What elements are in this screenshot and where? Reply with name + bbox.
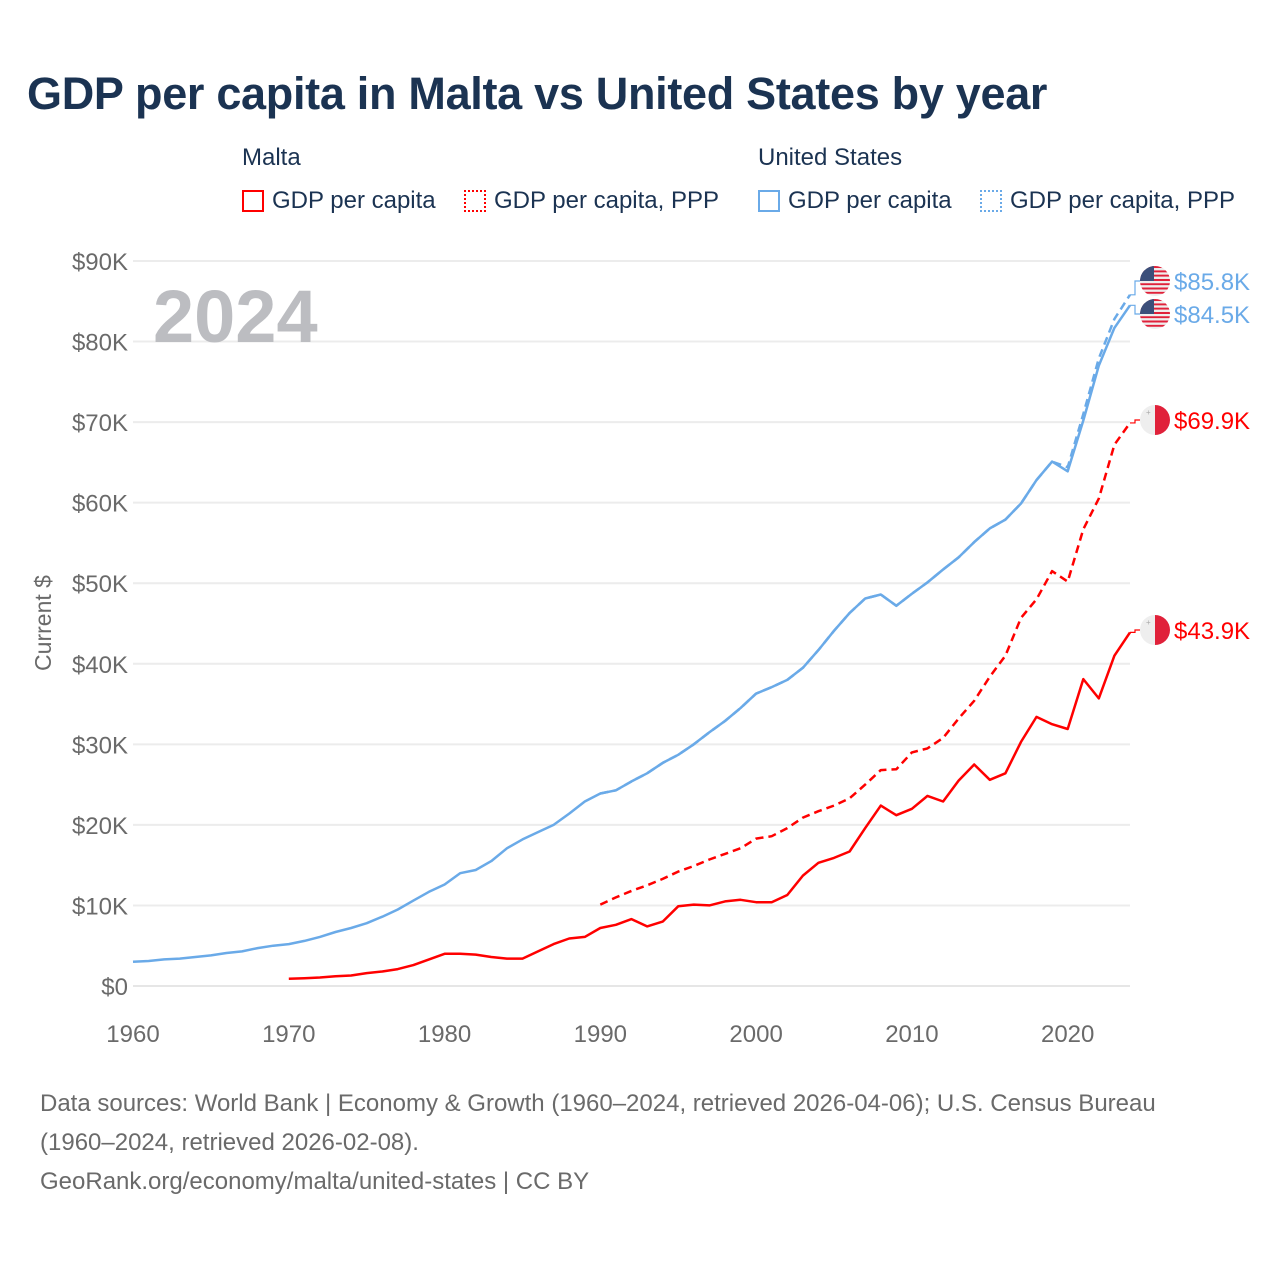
chart-title: GDP per capita in Malta vs United States… (27, 68, 1048, 119)
y-tick-label: $70K (72, 410, 128, 437)
leader-line (1130, 304, 1140, 315)
y-tick-label: $90K (72, 249, 128, 276)
legend-item-us-ppp[interactable]: GDP per capita, PPP (980, 187, 1235, 215)
flag-body (1140, 299, 1170, 329)
flag-stripe (1140, 278, 1170, 281)
x-tick-label: 1970 (262, 1021, 315, 1048)
flag-white (1140, 615, 1155, 645)
end-value-label: $84.5K (1174, 302, 1250, 329)
x-tick-label: 1990 (574, 1021, 627, 1048)
legend-label: GDP per capita (272, 187, 436, 214)
legend-group-malta: Malta (242, 144, 301, 171)
legend-swatch-solid (242, 190, 264, 212)
y-tick-label: $80K (72, 330, 128, 357)
end-value-label: $69.9K (1174, 408, 1250, 435)
y-axis-label: Current $ (30, 575, 56, 671)
footer-sources: Data sources: World Bank | Economy & Gro… (40, 1090, 1156, 1117)
x-tick-label: 2020 (1041, 1021, 1094, 1048)
series-line-malta-gdp-per-capita (288, 631, 1132, 981)
flag-stripe-white (1140, 309, 1170, 312)
flag-stripe-white (1140, 318, 1170, 321)
flag-stripe-white (1140, 289, 1170, 292)
flag-stripe (1140, 270, 1170, 273)
leader-line (1130, 629, 1140, 633)
legend-item-malta-gdp[interactable]: GDP per capita (242, 187, 436, 215)
flag-stripe-white (1140, 322, 1170, 325)
legend-group-us: United States (758, 144, 903, 171)
end-value-label: $85.8K (1174, 269, 1250, 296)
george-cross: + (1146, 408, 1151, 417)
flag-body: + (1140, 405, 1170, 435)
us-flag-icon (1140, 299, 1170, 329)
series-line-malta-gdp-per-capita-ppp (599, 422, 1132, 906)
flag-stripe-white (1140, 281, 1170, 284)
series-line-united-states-gdp-per-capita (132, 304, 1132, 964)
flag-stripe-white (1140, 272, 1170, 275)
x-tick-label: 2000 (729, 1021, 782, 1048)
legend-label: GDP per capita, PPP (494, 187, 719, 214)
flag-stripe-white (1140, 276, 1170, 279)
y-tick-label: $20K (72, 813, 128, 840)
flag-stripe (1140, 283, 1170, 286)
flag-stripe-white (1140, 326, 1170, 329)
flag-stripe-white (1140, 314, 1170, 317)
flag-canton (1140, 266, 1154, 281)
footer-sources-cont: (1960–2024, retrieved 2026-02-08). (40, 1129, 419, 1156)
footer-link[interactable]: GeoRank.org/economy/malta/united-states … (40, 1168, 590, 1195)
x-tick-label: 2010 (885, 1021, 938, 1048)
y-tick-label: $30K (72, 732, 128, 759)
flag-stripe (1140, 324, 1170, 327)
legend-swatch-dotted (980, 190, 1002, 212)
flag-body (1140, 266, 1170, 296)
legend-swatch-solid (758, 190, 780, 212)
legend-label: GDP per capita (788, 187, 952, 214)
malta-flag-icon: + (1140, 405, 1170, 435)
y-tick-label: $40K (72, 652, 128, 679)
flag-stripe (1140, 303, 1170, 306)
flag-stripe (1140, 307, 1170, 310)
series-line-united-states-gdp-per-capita-ppp (600, 294, 1132, 795)
us-flag-icon (1140, 266, 1170, 296)
legend-item-malta-ppp[interactable]: GDP per capita, PPP (464, 187, 719, 215)
flag-stripe (1140, 266, 1170, 269)
y-tick-label: $0 (101, 974, 128, 1001)
flag-stripe (1140, 299, 1170, 302)
flag-stripe-white (1140, 301, 1170, 304)
x-tick-label: 1960 (106, 1021, 159, 1048)
malta-flag-icon: + (1140, 615, 1170, 645)
flag-stripe (1140, 291, 1170, 294)
y-tick-label: $60K (72, 491, 128, 518)
flag-stripe-white (1140, 293, 1170, 296)
end-value-label: $43.9K (1174, 618, 1250, 645)
y-tick-label: $50K (72, 571, 128, 598)
x-tick-label: 1980 (418, 1021, 471, 1048)
flag-stripe (1140, 320, 1170, 323)
flag-stripe (1140, 274, 1170, 277)
flag-red (1155, 405, 1170, 435)
legend-item-us-gdp[interactable]: GDP per capita (758, 187, 952, 215)
leader-line (1130, 280, 1140, 296)
flag-stripe (1140, 311, 1170, 314)
flag-stripe (1140, 287, 1170, 290)
flag-red (1155, 615, 1170, 645)
flag-stripe (1140, 316, 1170, 319)
flag-stripe-white (1140, 305, 1170, 308)
flag-body: + (1140, 615, 1170, 645)
leader-line (1130, 419, 1140, 424)
flag-white (1140, 405, 1155, 435)
legend-label: GDP per capita, PPP (1010, 187, 1235, 214)
legend-swatch-dotted (464, 190, 486, 212)
year-watermark: 2024 (153, 275, 318, 358)
flag-canton (1140, 299, 1154, 314)
flag-stripe-white (1140, 285, 1170, 288)
flag-stripe-white (1140, 268, 1170, 271)
george-cross: + (1146, 618, 1151, 627)
y-tick-label: $10K (72, 893, 128, 920)
